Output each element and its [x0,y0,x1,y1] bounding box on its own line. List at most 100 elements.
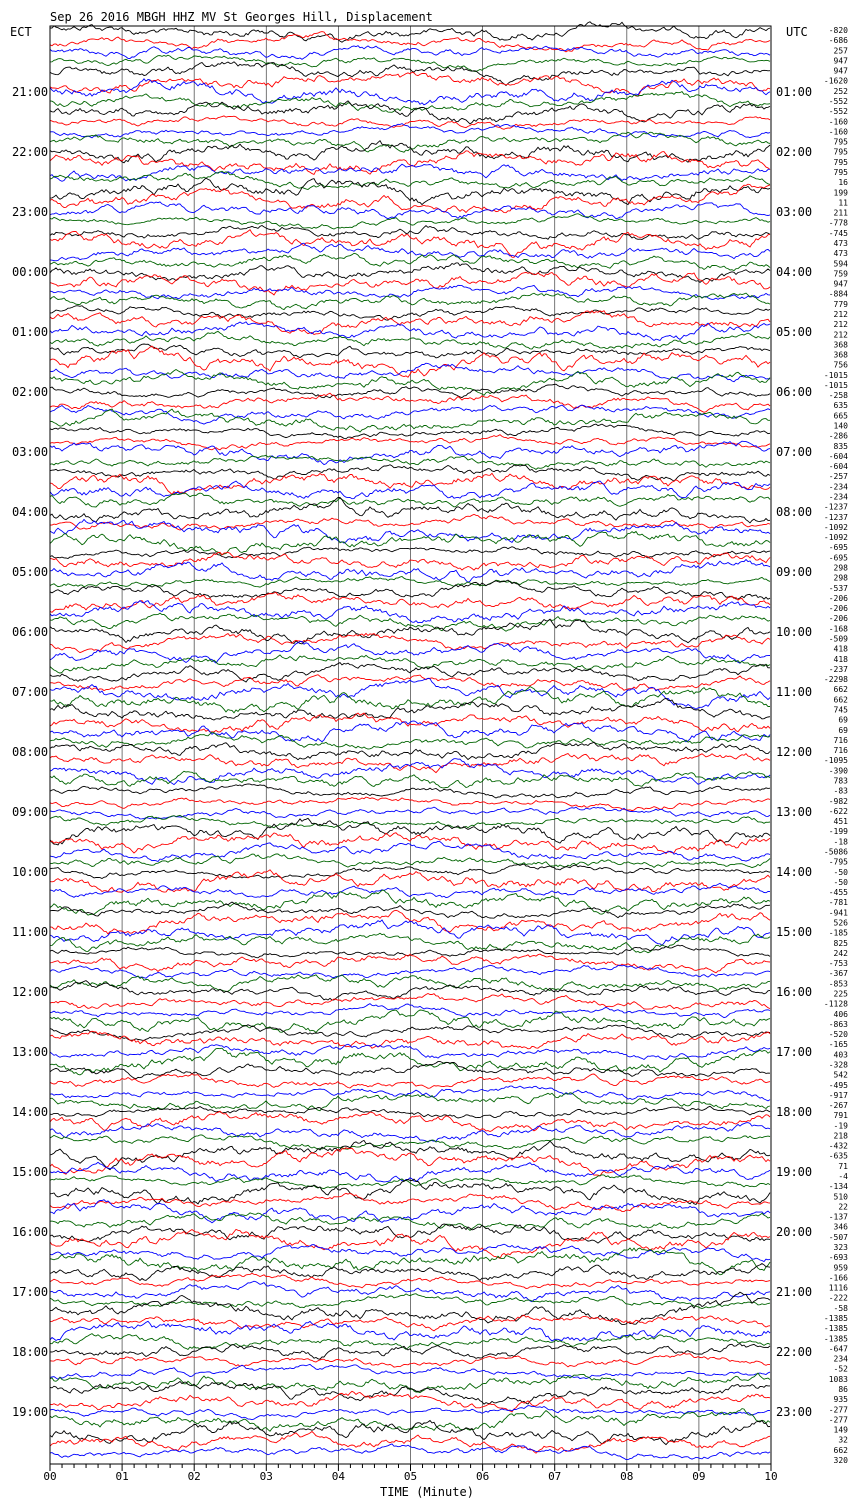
seismic-trace [49,170,771,190]
trace-offset-label: 212 [834,330,849,339]
trace-offset-label: 212 [834,320,849,329]
seismic-trace [49,1430,771,1454]
seismic-trace [49,115,771,130]
right-hour-label: 09:00 [776,565,812,579]
seismic-trace [49,1390,771,1413]
right-hour-label: 04:00 [776,265,812,279]
trace-offset-label: 368 [834,351,849,360]
seismic-trace [49,201,771,220]
trace-offset-label: 225 [834,989,849,998]
seismic-trace [49,599,771,624]
seismic-trace [49,1342,771,1360]
left-hour-label: 02:00 [12,385,48,399]
left-hour-label: 11:00 [12,925,48,939]
trace-offset-label: 635 [834,401,849,410]
trace-offset-label: 218 [834,1131,849,1140]
seismic-trace [49,140,771,164]
right-hour-label: 05:00 [776,325,812,339]
trace-offset-label: -795 [829,858,848,867]
trace-offset-label: -286 [829,432,848,441]
trace-offset-label: -277 [829,1405,848,1414]
left-hour-label: 22:00 [12,145,48,159]
trace-offset-label: -1128 [824,1000,848,1009]
seismic-trace [49,1110,771,1132]
seismic-trace [49,310,771,336]
trace-offset-label: 473 [834,239,849,248]
seismic-trace [49,1372,771,1394]
trace-offset-label: 86 [838,1385,848,1394]
trace-offset-label: -1237 [824,503,848,512]
trace-offset-label: 795 [834,158,849,167]
seismic-trace [49,123,771,139]
seismic-trace [49,518,771,544]
seismic-trace [49,579,771,600]
seismic-trace [49,697,771,721]
seismic-trace [49,953,771,974]
trace-offset-label: -432 [829,1142,848,1151]
trace-offset-label: -635 [829,1152,848,1161]
left-hour-label: 07:00 [12,685,48,699]
left-hour-label: 08:00 [12,745,48,759]
seismic-trace [49,1024,770,1041]
left-hour-label: 21:00 [12,85,48,99]
trace-offset-label: -686 [829,36,848,45]
left-hour-label: 18:00 [12,1345,48,1359]
trace-offset-label: 835 [834,442,849,451]
trace-offset-label: 199 [834,188,849,197]
seismic-trace [49,783,771,799]
seismic-trace [50,21,771,43]
trace-offset-label: 783 [834,776,849,785]
trace-offset-label: -166 [829,1273,848,1282]
seismic-trace [49,741,771,761]
x-tick-label: 10 [764,1470,777,1483]
seismic-trace [49,674,771,692]
seismic-trace [49,974,771,992]
trace-offset-label: -622 [829,807,848,816]
left-hour-label: 15:00 [12,1165,48,1179]
trace-offset-label: 662 [834,685,849,694]
left-axis-label: ECT [10,25,32,39]
seismic-trace [49,1139,771,1171]
trace-offset-label: -1092 [824,533,848,542]
trace-offset-label: 795 [834,168,849,177]
seismic-trace [49,558,771,583]
x-tick-label: 00 [43,1470,56,1483]
seismic-trace [49,1161,771,1183]
trace-offset-label: -693 [829,1253,848,1262]
seismic-trace [49,1363,771,1380]
seismic-trace [49,131,771,153]
seismic-trace [49,321,771,342]
trace-offset-label: -1015 [824,371,848,380]
seismic-trace [49,817,771,846]
trace-offset-label: -234 [829,482,848,491]
seismic-trace [49,91,771,113]
seismic-trace [49,1147,771,1177]
trace-offset-label: 665 [834,411,849,420]
trace-offset-label: 662 [834,1446,849,1455]
seismic-trace [49,71,771,97]
right-hour-label: 03:00 [776,205,812,219]
right-hour-label: 16:00 [776,985,812,999]
right-hour-label: 17:00 [776,1045,812,1059]
seismic-trace [49,662,770,683]
trace-offset-label: -206 [829,604,848,613]
trace-offset-label: -1385 [824,1334,848,1343]
seismic-trace [49,1178,771,1206]
right-hour-label: 10:00 [776,625,812,639]
trace-offset-label: -753 [829,959,848,968]
trace-offset-label: 69 [838,726,848,735]
x-tick-label: 06 [476,1470,489,1483]
left-hour-label: 10:00 [12,865,48,879]
trace-offset-label: 211 [834,209,849,218]
seismic-trace [49,434,771,451]
seismic-trace [49,368,771,396]
seismic-trace [49,992,771,1010]
seismic-trace [49,100,771,125]
seismic-trace [49,1174,771,1190]
trace-offset-label: -137 [829,1213,848,1222]
trace-offset-label: -1385 [824,1324,848,1333]
seismic-trace [49,1352,771,1368]
trace-offset-label: 825 [834,939,849,948]
seismic-trace [49,1212,771,1231]
right-hour-label: 02:00 [776,145,812,159]
